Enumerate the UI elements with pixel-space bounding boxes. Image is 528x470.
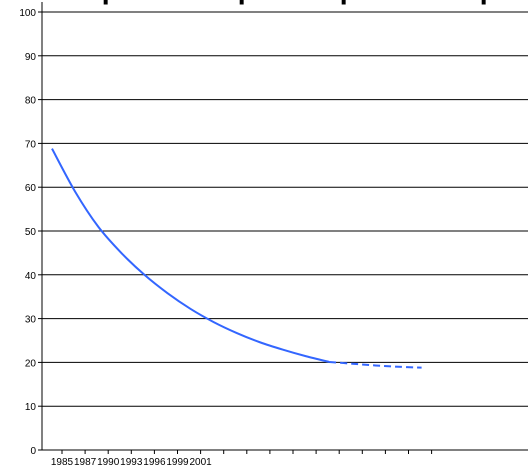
x-axis-ticks: 1985 1987 1990 1993 1996 1999 2001 <box>51 450 433 468</box>
axes <box>41 2 528 451</box>
x-tick-label-1990: 1990 <box>97 457 120 468</box>
y-tick-label-0: 0 <box>30 446 36 457</box>
y-tick-label-60: 60 <box>25 183 37 194</box>
x-tick-label-1985: 1985 <box>51 457 74 468</box>
title-fragment-4: ꟼ <box>470 0 488 11</box>
y-tick-label-100: 100 <box>19 8 36 19</box>
series-line-dashed <box>329 360 422 369</box>
cropped-title-fragments: ꟼ ꟼ ꟼ ꟼ <box>92 0 488 11</box>
series-lines <box>51 148 422 369</box>
y-tick-label-90: 90 <box>25 52 37 63</box>
y-tick-label-70: 70 <box>25 139 37 150</box>
y-axis-ticks: 0 10 20 30 40 50 60 70 80 90 100 <box>19 8 42 457</box>
x-tick-label-1999: 1999 <box>166 457 189 468</box>
title-fragment-1: ꟼ <box>92 0 110 11</box>
y-tick-label-30: 30 <box>25 315 37 326</box>
y-tick-label-80: 80 <box>25 96 37 107</box>
y-tick-label-40: 40 <box>25 271 37 282</box>
x-tick-label-1987: 1987 <box>74 457 97 468</box>
y-tick-label-50: 50 <box>25 227 37 238</box>
series-line-solid <box>51 148 330 363</box>
x-tick-label-1996: 1996 <box>143 457 166 468</box>
x-tick-label-1993: 1993 <box>120 457 143 468</box>
title-fragment-2: ꟼ <box>228 0 246 11</box>
y-tick-label-10: 10 <box>25 402 37 413</box>
x-tick-label-2001: 2001 <box>189 457 212 468</box>
y-tick-label-20: 20 <box>25 358 37 369</box>
title-fragment-3: ꟼ <box>330 0 348 11</box>
gridlines <box>42 11 528 407</box>
